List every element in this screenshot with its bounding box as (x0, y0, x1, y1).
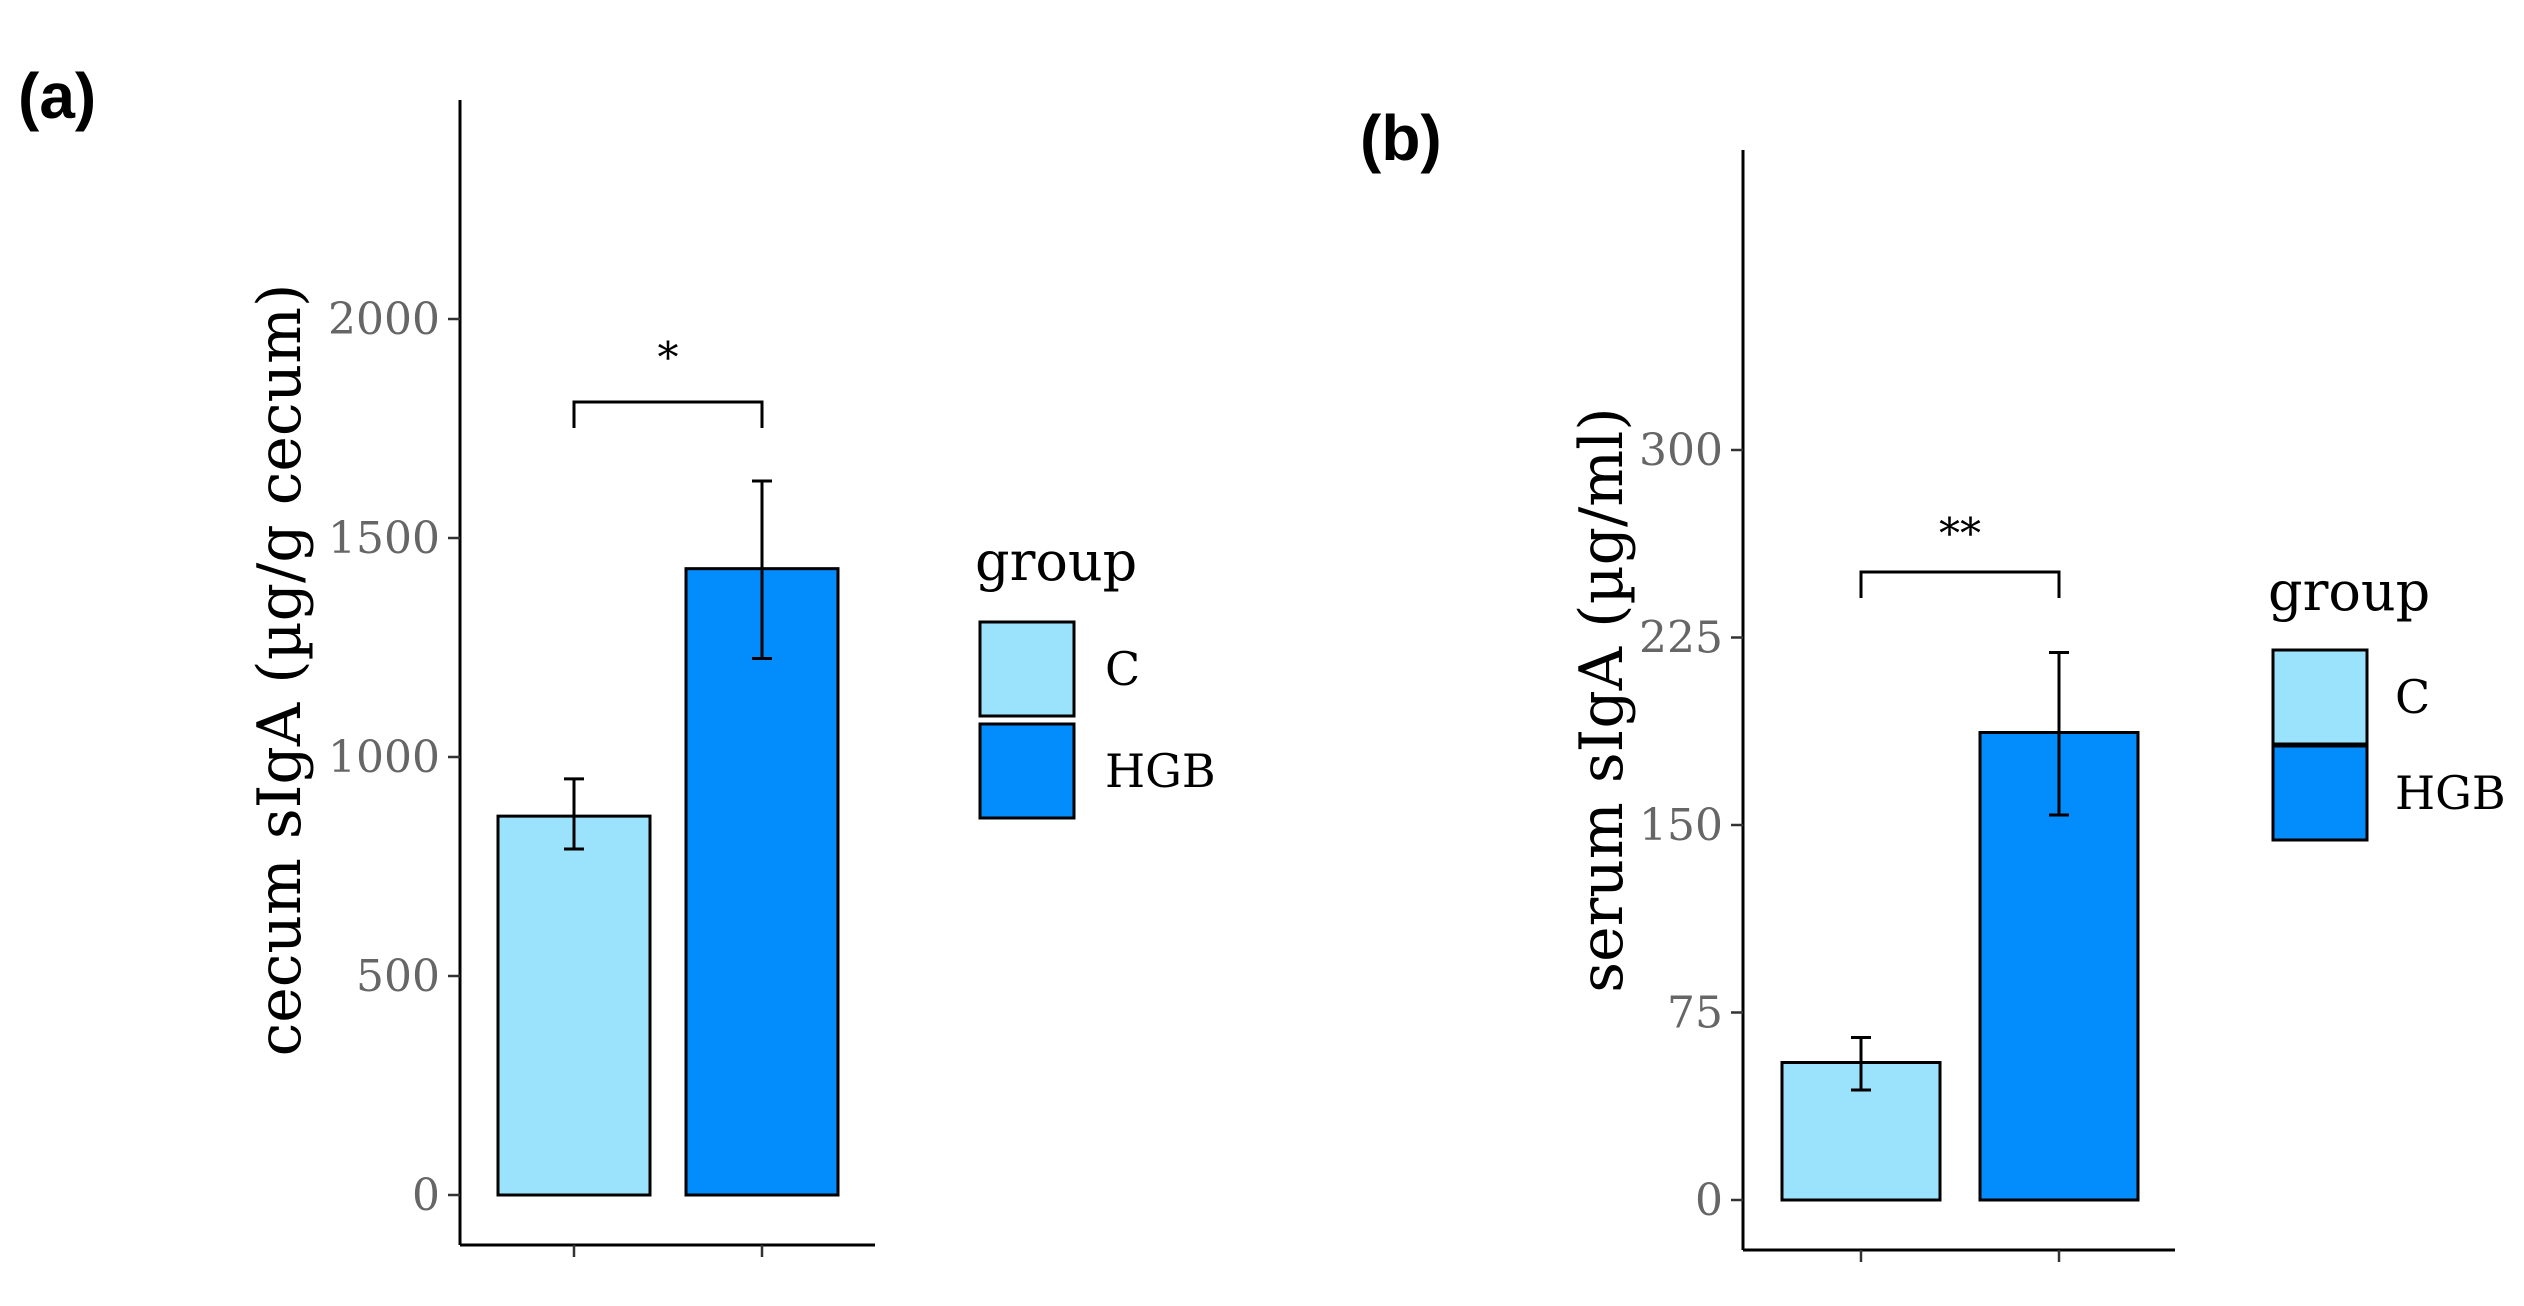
panel-label: (a) (18, 60, 96, 132)
significance-label: ** (1939, 509, 1981, 558)
legend-swatch-hgb (978, 722, 1076, 820)
y-tick-label: 150 (1639, 800, 1723, 851)
legend-title: group (2268, 560, 2430, 623)
legend: group C HGB (2268, 560, 2506, 842)
y-tick-label: 2000 (328, 294, 440, 345)
bar-c (496, 814, 652, 1197)
legend-label-c: C (2395, 670, 2430, 724)
y-tick-label: 225 (1639, 613, 1723, 664)
y-tick-label: 300 (1639, 425, 1723, 476)
legend-label-c: C (1105, 642, 1140, 696)
legend-label-hgb: HGB (2395, 766, 2506, 820)
chart-panel-a: (a) 0 500 1000 1500 2000 * cecum sIgA (µg/g cec… (18, 60, 1216, 1257)
y-tick-label: 1000 (328, 732, 440, 783)
legend-label-hgb: HGB (1105, 744, 1216, 798)
bar-hgb (684, 567, 840, 1197)
y-tick-label: 1500 (328, 513, 440, 564)
y-axis-title: cecum sIgA (µg/g cecum) (245, 284, 315, 1057)
y-axis-title: serum sIgA (µg/ml) (1567, 407, 1637, 992)
significance-bracket (1859, 570, 2061, 598)
y-tick-label: 500 (356, 951, 440, 1002)
legend-swatch-hgb (2271, 744, 2369, 842)
legend-swatch-c (2271, 648, 2369, 746)
chart-panel-b: (b) 0 75 150 225 300 ** serum sIgA (µg/ml) group… (1360, 102, 2506, 1262)
y-tick-label: 0 (1695, 1175, 1723, 1226)
legend: group C HGB (975, 530, 1216, 820)
panel-label: (b) (1360, 102, 1442, 174)
significance-bracket (572, 400, 764, 428)
significance-label: * (658, 333, 679, 382)
y-tick-label: 75 (1667, 988, 1723, 1039)
legend-swatch-c (978, 620, 1076, 718)
legend-title: group (975, 530, 1137, 593)
y-tick-label: 0 (412, 1170, 440, 1221)
